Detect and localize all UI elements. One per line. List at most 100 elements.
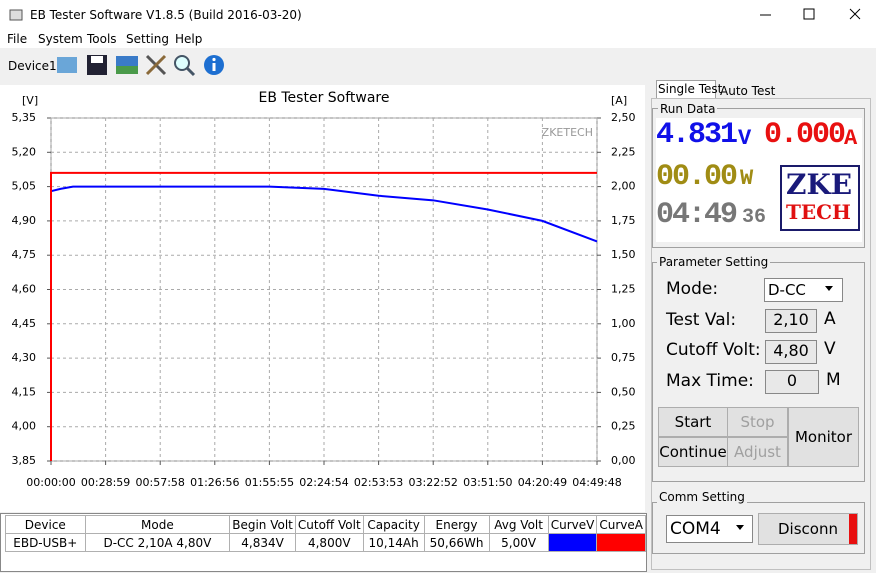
- menu-item[interactable]: File: [7, 32, 28, 46]
- y2-tick-label: 2,50: [611, 111, 636, 124]
- x-tick-label: 00:28:59: [81, 476, 130, 489]
- start-button[interactable]: Start: [658, 407, 728, 437]
- result-table-panel: Device Mode Begin Volt Cutoff Volt Capac…: [0, 513, 647, 572]
- adjust-button[interactable]: Adjust: [727, 437, 788, 467]
- y-tick-label: 4,30: [12, 351, 37, 364]
- x-tick-label: 00:00:00: [26, 476, 75, 489]
- x-tick-label: 03:51:50: [463, 476, 512, 489]
- comm-group: [652, 502, 865, 554]
- col-header: Cutoff Volt: [294, 515, 364, 534]
- cell: 5,00V: [488, 533, 549, 552]
- current-unit: A: [844, 126, 858, 151]
- cell: 4,834V: [229, 533, 296, 552]
- chart-title: EB Tester Software: [258, 90, 389, 106]
- x-tick-label: 00:57:58: [136, 476, 185, 489]
- menu-item[interactable]: System: [38, 32, 83, 46]
- y-tick-label: 5,35: [12, 111, 37, 124]
- voltage-unit: V: [738, 126, 752, 151]
- watermark: ZKETECH: [542, 126, 593, 139]
- monitor-button[interactable]: Monitor: [788, 407, 859, 467]
- y2-tick-label: 1,50: [611, 248, 636, 261]
- menu-item[interactable]: Help: [175, 32, 203, 46]
- y-tick-label: 5,20: [12, 145, 37, 158]
- tab-label[interactable]: Single Test: [658, 82, 723, 96]
- menu-item[interactable]: Tools: [87, 32, 117, 46]
- y2-tick-label: 0,00: [611, 454, 636, 467]
- y-tick-label: 4,45: [12, 317, 37, 330]
- col-header: Avg Volt: [488, 515, 549, 534]
- param-label: Cutoff Volt:: [666, 340, 761, 360]
- voltage-display: 4.831: [656, 118, 738, 152]
- group-title: Comm Setting: [657, 490, 747, 504]
- power-display: 00.00: [656, 160, 738, 194]
- y-tick-label: 3,85: [12, 454, 37, 467]
- x-tick-label: 04:20:49: [518, 476, 567, 489]
- dropdown-arrow[interactable]: [824, 285, 834, 293]
- x-tick-label: 01:26:56: [190, 476, 239, 489]
- param-input[interactable]: 4,80: [765, 340, 817, 364]
- col-header: Mode: [84, 515, 231, 534]
- x-tick-label: 02:53:53: [354, 476, 403, 489]
- y2-tick-label: 2,25: [611, 145, 636, 158]
- logo-top: ZKE: [786, 168, 853, 201]
- time-display: 04:49: [656, 198, 738, 232]
- chart: EB Tester Software [V] [A] 3,85 4,00 4,15 4,30…: [0, 85, 645, 512]
- param-unit: M: [826, 370, 841, 390]
- tab-panel: [651, 98, 871, 570]
- y-tick-label: 4,00: [12, 420, 37, 433]
- window-controls[interactable]: [740, 0, 876, 30]
- dropdown-arrow[interactable]: [735, 524, 745, 532]
- continue-button[interactable]: Continue: [658, 437, 728, 467]
- toolbar-icons[interactable]: [54, 52, 229, 78]
- y-tick-label: 4,60: [12, 283, 37, 296]
- cell: 50,66Wh: [423, 533, 490, 552]
- cell: 4,800V: [294, 533, 364, 552]
- y2-tick-label: 2,00: [611, 180, 636, 193]
- series-line: [50, 185, 598, 243]
- param-unit: V: [824, 339, 836, 359]
- disconnect-button[interactable]: Disconn: [758, 513, 858, 545]
- logo-bottom: TECH: [786, 200, 851, 224]
- device-label: Device1: [8, 59, 57, 73]
- curve-color: [547, 533, 598, 552]
- group-title: Parameter Setting: [657, 255, 771, 269]
- port-select[interactable]: COM4: [666, 515, 753, 543]
- run-data-group: [652, 108, 865, 248]
- app-icon: [9, 9, 23, 21]
- group-title: Run Data: [658, 102, 718, 116]
- param-input[interactable]: 2,10: [765, 309, 817, 333]
- y-axis-label: [V]: [22, 94, 38, 107]
- cell: D-CC 2,10A 4,80V: [84, 533, 231, 552]
- y2-tick-label: 0,75: [611, 351, 636, 364]
- result-table: Device Mode Begin Volt Cutoff Volt Capac…: [5, 515, 646, 552]
- y2-tick-label: 0,50: [611, 385, 636, 398]
- y-tick-label: 4,15: [12, 385, 37, 398]
- col-header: CurveA: [596, 515, 646, 534]
- y2-tick-label: 0,25: [611, 420, 636, 433]
- y2-tick-label: 1,25: [611, 283, 636, 296]
- param-input[interactable]: 0: [765, 370, 819, 394]
- param-label: Mode:: [666, 279, 719, 299]
- y2-tick-label: 1,00: [611, 317, 636, 330]
- col-header: Device: [5, 515, 86, 534]
- status-indicator: [849, 514, 857, 544]
- cell: 10,14Ah: [362, 533, 425, 552]
- y2-axis-label: [A]: [611, 94, 627, 107]
- mode-select[interactable]: D-CC: [764, 278, 843, 302]
- col-header: Begin Volt: [229, 515, 296, 534]
- col-header: CurveV: [547, 515, 598, 534]
- x-tick-label: 01:55:55: [245, 476, 294, 489]
- window-title: EB Tester Software V1.8.5 (Build 2016-03…: [30, 8, 302, 22]
- x-tick-label: 04:49:48: [572, 476, 621, 489]
- col-header: Energy: [423, 515, 490, 534]
- title-bar: [0, 0, 876, 30]
- cell: EBD-USB+: [5, 533, 86, 552]
- x-tick-label: 03:22:52: [409, 476, 458, 489]
- stop-button[interactable]: Stop: [727, 407, 788, 437]
- tab[interactable]: [656, 80, 716, 99]
- menu-item[interactable]: Setting: [126, 32, 169, 46]
- time-seconds: 36: [742, 206, 767, 229]
- tab-label[interactable]: Auto Test: [720, 84, 776, 98]
- menu-bar: [0, 30, 876, 48]
